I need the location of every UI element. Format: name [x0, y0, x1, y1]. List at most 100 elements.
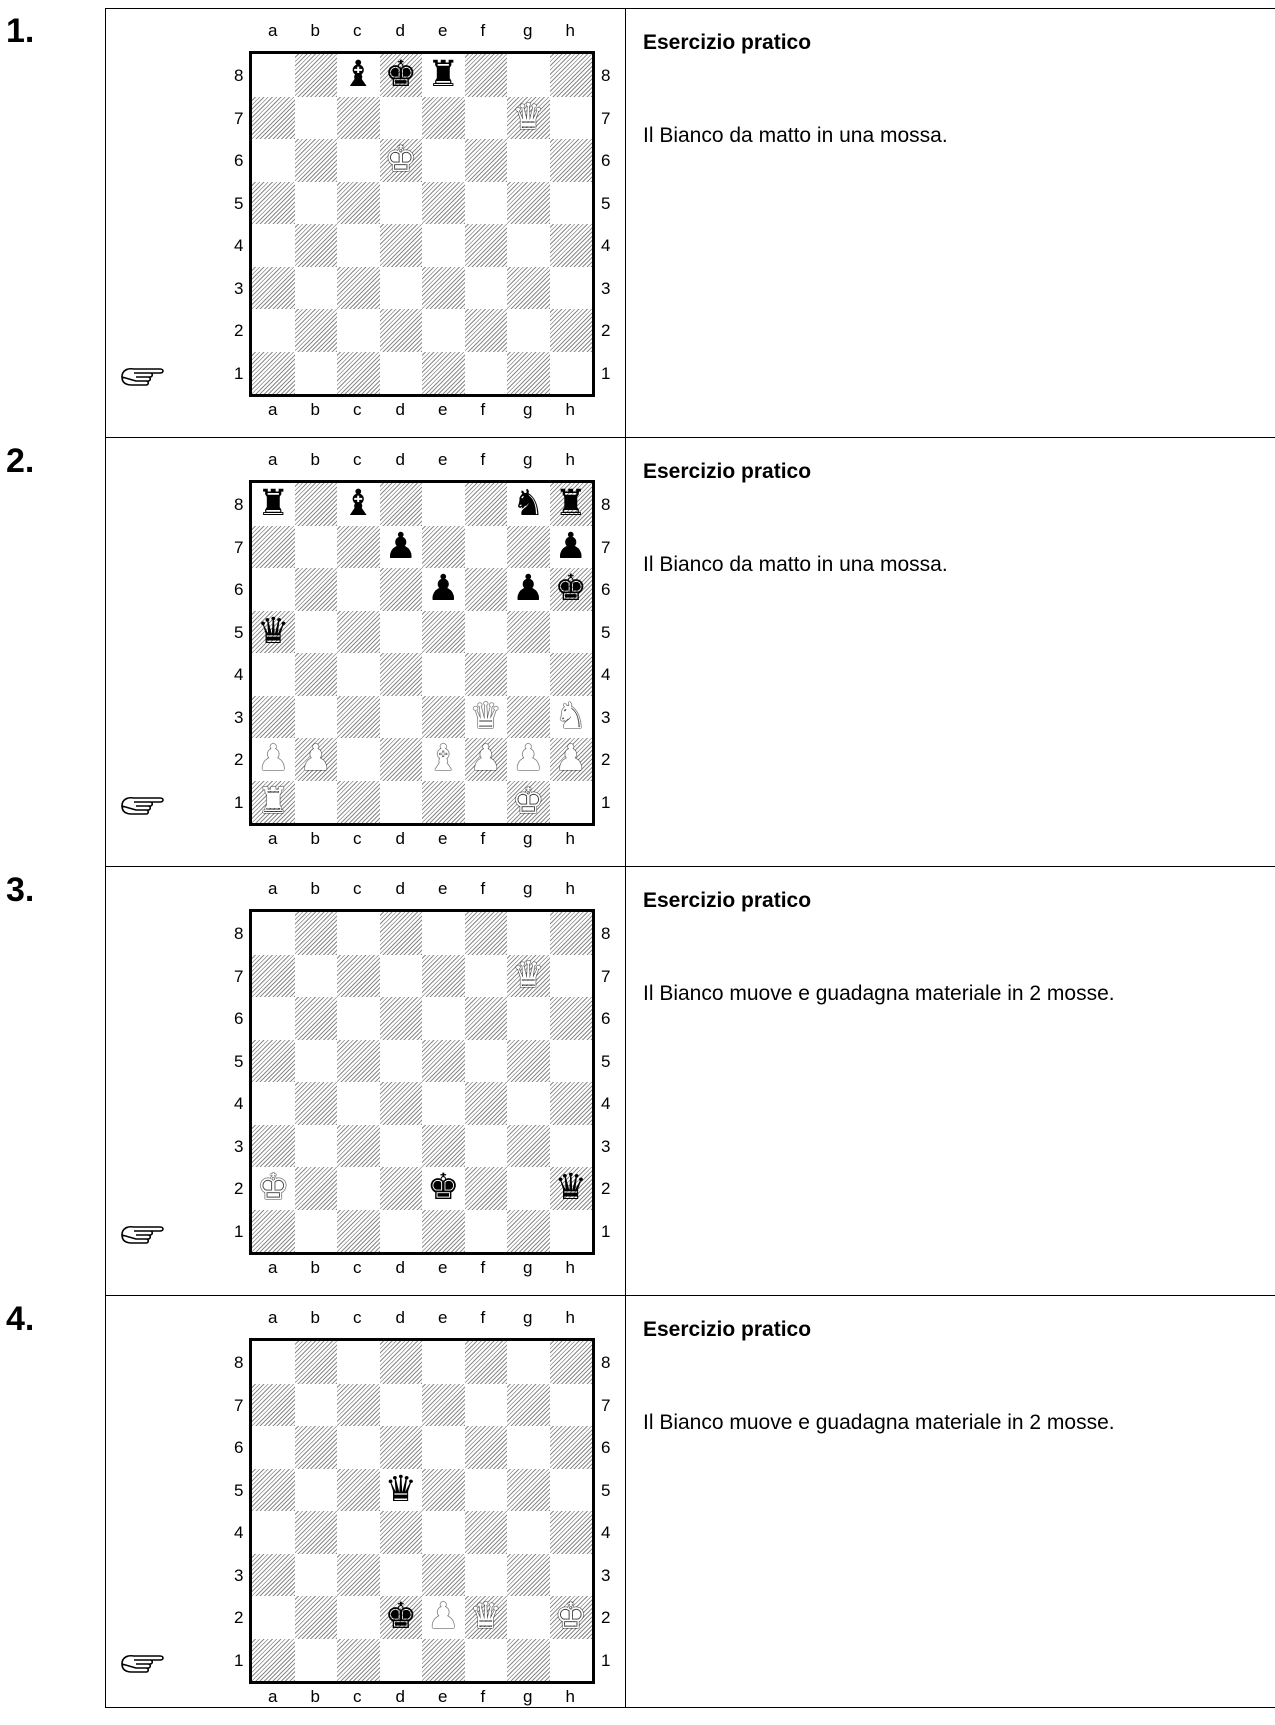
board-square[interactable] [252, 780, 295, 823]
board-square[interactable] [337, 1167, 380, 1210]
board-square[interactable] [337, 1039, 380, 1082]
board-square[interactable] [252, 568, 295, 611]
board-square[interactable] [380, 97, 423, 140]
board-square[interactable] [422, 1341, 465, 1384]
board-square[interactable] [507, 139, 550, 182]
board-square[interactable] [252, 1596, 295, 1639]
white-queen-icon[interactable]: ♛ [469, 695, 502, 737]
board-square[interactable] [337, 525, 380, 568]
board-square[interactable] [380, 182, 423, 225]
board-square[interactable] [465, 781, 508, 824]
board-square[interactable] [379, 54, 422, 97]
board-square[interactable] [295, 97, 338, 140]
board-square[interactable] [337, 1596, 380, 1639]
board-square[interactable] [550, 1040, 593, 1083]
board-square[interactable] [422, 954, 465, 997]
board-square[interactable] [507, 1468, 550, 1511]
board-square[interactable] [337, 1082, 380, 1125]
board-square[interactable] [549, 1426, 592, 1469]
board-square[interactable] [549, 568, 592, 611]
board-square[interactable] [380, 696, 423, 739]
board-square[interactable] [464, 1596, 507, 1639]
board-square[interactable] [550, 1125, 593, 1168]
board-square[interactable] [550, 1554, 593, 1597]
board-square[interactable] [252, 1082, 295, 1125]
board-square[interactable] [507, 912, 550, 955]
board-square[interactable] [252, 1553, 295, 1596]
board-square[interactable] [380, 1210, 423, 1253]
board-square[interactable] [294, 997, 337, 1040]
board-square[interactable] [550, 1639, 593, 1682]
board-square[interactable] [464, 139, 507, 182]
white-pawn-icon[interactable]: ♟ [257, 738, 290, 779]
white-king-icon[interactable]: ♚ [512, 780, 545, 822]
board-square[interactable] [252, 309, 295, 352]
black-pawn-icon[interactable]: ♟ [554, 525, 587, 567]
board-square[interactable] [379, 997, 422, 1040]
board-square[interactable] [422, 1124, 465, 1167]
board-square[interactable] [464, 1082, 507, 1125]
board-square[interactable] [465, 1040, 508, 1083]
board-square[interactable] [422, 695, 465, 738]
board-square[interactable] [422, 780, 465, 823]
board-square[interactable] [422, 1638, 465, 1681]
black-rook-icon[interactable]: ♜ [554, 483, 587, 524]
board-square[interactable] [464, 1167, 507, 1210]
board-square[interactable] [252, 610, 295, 653]
board-square[interactable] [422, 1209, 465, 1252]
board-square[interactable] [507, 525, 550, 568]
board-square[interactable] [550, 267, 593, 310]
board-square[interactable] [464, 912, 507, 955]
board-square[interactable] [550, 1469, 593, 1512]
board-square[interactable] [337, 738, 380, 781]
board-square[interactable] [550, 352, 593, 395]
board-square[interactable] [379, 483, 422, 526]
board-square[interactable] [337, 224, 380, 267]
board-square[interactable] [337, 653, 380, 696]
board-square[interactable] [422, 1468, 465, 1511]
board-square[interactable] [550, 611, 593, 654]
black-bishop-icon[interactable]: ♝ [342, 483, 375, 524]
board-square[interactable] [337, 954, 380, 997]
board-square[interactable] [337, 1468, 380, 1511]
board-square[interactable] [252, 1039, 295, 1082]
board-square[interactable] [379, 1082, 422, 1125]
board-square[interactable] [507, 351, 550, 394]
board-square[interactable] [507, 1553, 550, 1596]
board-square[interactable] [294, 483, 337, 526]
board-square[interactable] [550, 182, 593, 225]
board-square[interactable] [507, 54, 550, 97]
board-square[interactable] [464, 309, 507, 352]
board-square[interactable] [295, 1040, 338, 1083]
board-square[interactable] [507, 695, 550, 738]
board-square[interactable] [295, 955, 338, 998]
board-square[interactable] [337, 96, 380, 139]
board-square[interactable] [337, 610, 380, 653]
board-square[interactable] [507, 309, 550, 352]
board-square[interactable] [465, 611, 508, 654]
board-square[interactable] [294, 139, 337, 182]
board-square[interactable] [422, 1426, 465, 1469]
board-square[interactable] [380, 267, 423, 310]
board-square[interactable] [380, 1554, 423, 1597]
board-square[interactable] [464, 568, 507, 611]
board-square[interactable] [507, 1039, 550, 1082]
board-square[interactable] [507, 1638, 550, 1681]
board-square[interactable] [464, 1341, 507, 1384]
board-square[interactable] [549, 1511, 592, 1554]
board-square[interactable] [507, 1167, 550, 1210]
board-square[interactable] [549, 54, 592, 97]
board-square[interactable] [464, 483, 507, 526]
board-square[interactable] [549, 1596, 592, 1639]
board-square[interactable] [379, 309, 422, 352]
board-square[interactable] [379, 1426, 422, 1469]
board-square[interactable] [422, 309, 465, 352]
board-square[interactable] [294, 224, 337, 267]
board-square[interactable] [252, 1638, 295, 1681]
board-square[interactable] [464, 653, 507, 696]
board-square[interactable] [295, 526, 338, 569]
board-square[interactable] [507, 1082, 550, 1125]
black-rook-icon[interactable]: ♜ [257, 483, 290, 524]
board-square[interactable] [464, 1426, 507, 1469]
board-square[interactable] [549, 1082, 592, 1125]
